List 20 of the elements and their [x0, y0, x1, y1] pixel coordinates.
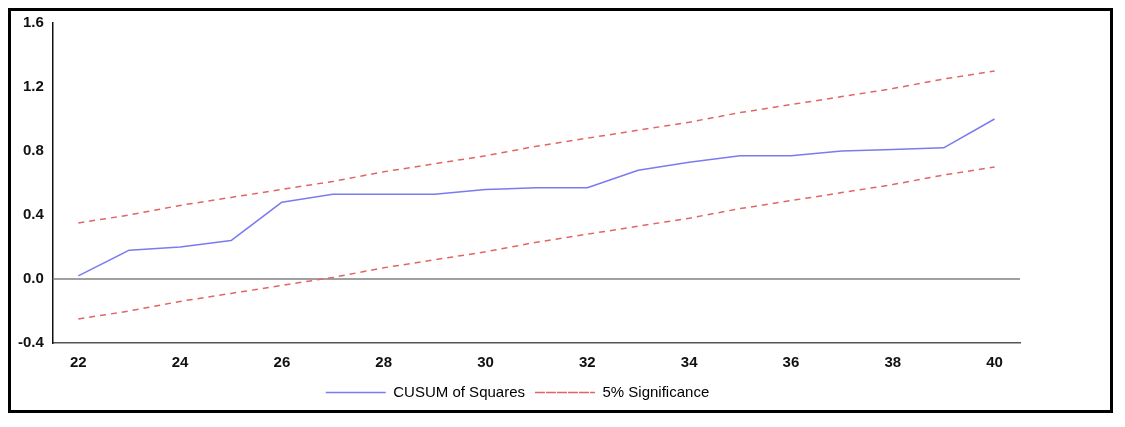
x-tick-label: 26 — [273, 353, 291, 371]
y-tick-label: 1.2 — [22, 77, 44, 95]
y-tick-label: -0.4 — [17, 333, 45, 351]
y-tick-label: 0.0 — [22, 269, 44, 287]
x-tick-label: 36 — [782, 353, 800, 371]
x-tick-label: 34 — [680, 353, 699, 371]
y-tick-label: 1.6 — [22, 13, 44, 31]
x-tick-label: 30 — [477, 353, 494, 371]
x-tick-label: 28 — [375, 353, 393, 371]
x-tick-label: 38 — [884, 353, 902, 371]
x-tick-label: 40 — [986, 353, 1003, 371]
line-series — [77, 70, 996, 224]
y-tick-label: 0.4 — [22, 205, 45, 223]
y-tick-label: 0.8 — [22, 141, 44, 159]
x-tick-label: 32 — [578, 353, 596, 371]
legend-label: CUSUM of Squares — [393, 382, 525, 400]
legend-label: 5% Significance — [602, 382, 710, 400]
x-tick-label: 24 — [171, 353, 190, 371]
line-series — [77, 166, 996, 320]
x-tick-label: 22 — [69, 353, 87, 371]
